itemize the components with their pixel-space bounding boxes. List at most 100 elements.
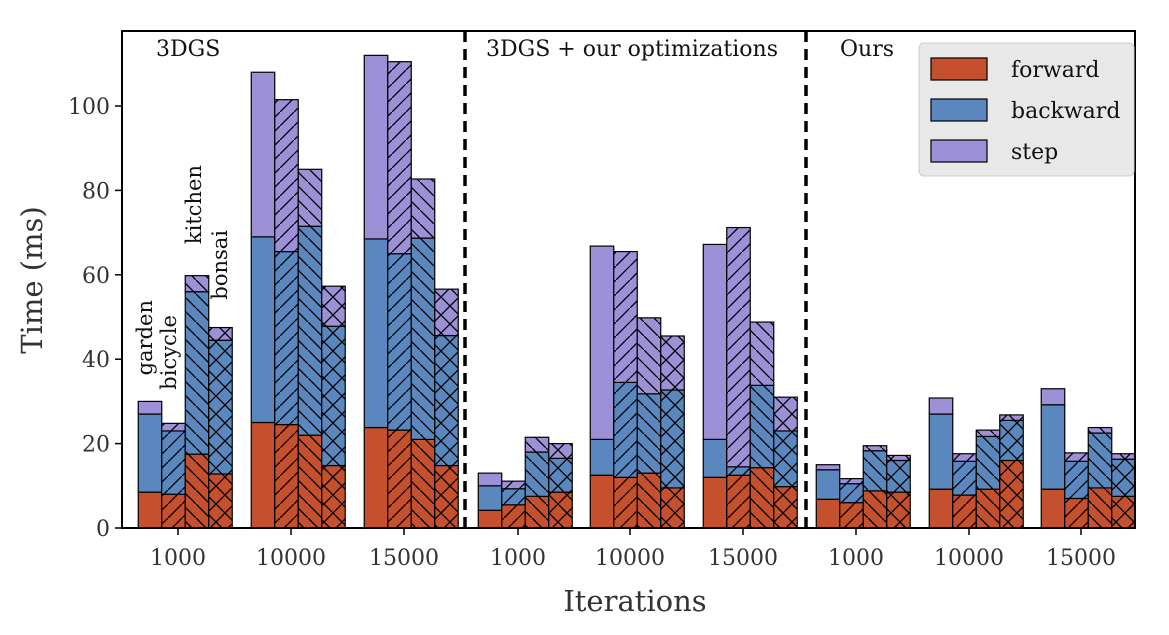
- bar-hatch-backward-p2-g1-s1: [952, 461, 977, 496]
- y-tick-label-80: 80: [82, 179, 110, 204]
- bar-hatch-backward-p2-g2-s2: [1088, 433, 1112, 488]
- panel-title-2: Ours: [840, 37, 894, 62]
- bar-hatch-step-p1-g1-s3: [660, 335, 685, 391]
- legend-label-step: step: [1011, 140, 1058, 165]
- bars-layer: [137, 54, 1135, 528]
- bar-forward-p1-g0-s0: [477, 509, 503, 528]
- bar-hatch-step-p0-g0-s3: [208, 327, 233, 341]
- legend-swatch-backward: [930, 98, 988, 122]
- bar-hatch-forward-p1-g2-s1: [726, 475, 751, 528]
- bar-hatch-step-p2-g2-s2: [1088, 427, 1112, 434]
- bar-hatch-step-p1-g1-s2: [637, 317, 661, 394]
- bar-hatch-step-p1-g2-s1: [726, 227, 751, 467]
- y-tick-label-20: 20: [82, 433, 110, 458]
- bar-forward-p2-g1-s0: [928, 488, 954, 528]
- bar-hatch-backward-p1-g2-s1: [726, 466, 751, 476]
- bar-hatch-backward-p0-g0-s3: [208, 340, 233, 474]
- bar-hatch-forward-p1-g2-s2: [750, 467, 774, 528]
- bar-hatch-forward-p2-g2-s2: [1088, 487, 1112, 528]
- bar-hatch-step-p0-g2-s1: [387, 61, 412, 254]
- bar-hatch-forward-p2-g2-s3: [1111, 496, 1135, 528]
- bar-forward-p1-g2-s0: [702, 476, 728, 528]
- bar-forward-p0-g1-s0: [250, 421, 276, 528]
- bar-hatch-step-p1-g0-s2: [525, 437, 549, 453]
- bar-hatch-backward-p2-g1-s2: [976, 436, 1000, 490]
- bar-hatch-step-p2-g0-s1: [839, 478, 864, 484]
- bar-hatch-step-p2-g2-s1: [1064, 452, 1089, 462]
- axes-layer: [115, 30, 1136, 535]
- bar-hatch-backward-p2-g0-s3: [886, 460, 911, 493]
- bar-hatch-backward-p2-g2-s3: [1111, 459, 1135, 497]
- bar-hatch-backward-p2-g1-s3: [999, 420, 1024, 461]
- bar-hatch-step-p2-g0-s3: [886, 455, 911, 461]
- bar-step-p0-g2-s0: [363, 54, 389, 240]
- bar-step-p2-g1-s0: [928, 397, 954, 415]
- bar-hatch-backward-p2-g0-s2: [863, 450, 887, 491]
- bar-backward-p0-g0-s0: [137, 413, 163, 493]
- bar-hatch-backward-p0-g1-s3: [321, 326, 346, 466]
- legend-swatch-forward: [930, 57, 988, 81]
- bar-hatch-backward-p0-g2-s2: [411, 238, 435, 440]
- bar-hatch-step-p2-g1-s1: [952, 453, 977, 462]
- x-tick-label-p0-g2: 15000: [369, 546, 439, 571]
- bar-hatch-forward-p1-g1-s2: [637, 473, 661, 528]
- bar-hatch-forward-p1-g0-s1: [501, 504, 526, 528]
- bar-hatch-step-p0-g1-s2: [298, 169, 322, 227]
- bar-hatch-backward-p0-g1-s1: [274, 251, 299, 425]
- bar-backward-p1-g1-s0: [589, 438, 615, 476]
- legend-swatch-step: [930, 139, 988, 163]
- bar-hatch-backward-p0-g2-s3: [434, 335, 459, 466]
- bar-hatch-backward-p1-g0-s2: [525, 452, 549, 497]
- scene-label-kitchen: kitchen: [182, 165, 206, 244]
- bar-hatch-backward-p0-g1-s2: [298, 226, 322, 436]
- x-tick-label-p1-g1: 10000: [595, 546, 665, 571]
- scene-label-bicycle: bicycle: [157, 315, 181, 390]
- y-tick-label-0: 0: [96, 517, 110, 542]
- bar-backward-p1-g0-s0: [477, 485, 503, 511]
- bar-hatch-forward-p0-g0-s1: [161, 494, 186, 528]
- bar-hatch-step-p1-g2-s3: [773, 397, 798, 431]
- x-tick-label-p2-g2: 15000: [1046, 546, 1116, 571]
- bar-hatch-forward-p0-g0-s2: [185, 454, 209, 528]
- bar-hatch-step-p2-g2-s3: [1111, 453, 1135, 460]
- bar-backward-p2-g1-s0: [928, 413, 954, 490]
- bar-hatch-forward-p2-g0-s3: [886, 492, 911, 528]
- bar-hatch-forward-p0-g1-s1: [274, 424, 299, 528]
- x-tick-label-p0-g1: 10000: [256, 546, 326, 571]
- text-layer: 0 20 40 60 80 100 1000 10000 15000 1000 10000 15000…: [15, 37, 1135, 618]
- bar-hatch-step-p0-g0-s2: [185, 275, 209, 292]
- bar-hatch-step-p1-g1-s1: [613, 251, 638, 383]
- bar-hatch-forward-p1-g1-s3: [660, 487, 685, 528]
- scene-label-bonsai: bonsai: [208, 230, 232, 300]
- bar-hatch-forward-p2-g0-s2: [863, 490, 887, 528]
- bar-hatch-backward-p1-g1-s3: [660, 390, 685, 488]
- bar-hatch-step-p0-g1-s3: [321, 286, 346, 327]
- bar-step-p1-g1-s0: [589, 245, 615, 440]
- panel-title-1: 3DGS + our optimizations: [486, 37, 778, 62]
- bar-hatch-backward-p1-g0-s3: [548, 458, 573, 493]
- scene-label-garden: garden: [133, 300, 157, 375]
- bar-backward-p2-g0-s0: [815, 469, 841, 500]
- bar-step-p2-g0-s0: [815, 464, 841, 471]
- bar-step-p0-g0-s0: [137, 400, 163, 415]
- bar-hatch-forward-p0-g1-s3: [321, 465, 346, 528]
- bar-hatch-forward-p0-g2-s3: [434, 465, 459, 528]
- bar-step-p1-g0-s0: [477, 472, 503, 487]
- y-tick-label-60: 60: [82, 264, 110, 289]
- bar-hatch-forward-p0-g0-s3: [208, 473, 233, 528]
- bar-hatch-forward-p1-g0-s3: [548, 492, 573, 528]
- bar-hatch-backward-p0-g0-s1: [161, 430, 186, 495]
- bar-hatch-forward-p2-g2-s1: [1064, 498, 1089, 528]
- bar-backward-p0-g2-s0: [363, 238, 389, 429]
- bar-forward-p2-g2-s0: [1040, 488, 1066, 528]
- bar-hatch-step-p1-g0-s1: [501, 481, 526, 489]
- bar-hatch-backward-p2-g0-s1: [839, 483, 864, 503]
- bar-hatch-backward-p0-g2-s1: [387, 253, 412, 431]
- bar-hatch-step-p0-g1-s1: [274, 99, 299, 252]
- bar-backward-p0-g1-s0: [250, 236, 276, 424]
- bar-hatch-backward-p1-g0-s1: [501, 488, 526, 505]
- legend-label-backward: backward: [1011, 99, 1120, 124]
- x-tick-label-p1-g2: 15000: [708, 546, 778, 571]
- legend-label-forward: forward: [1011, 58, 1099, 83]
